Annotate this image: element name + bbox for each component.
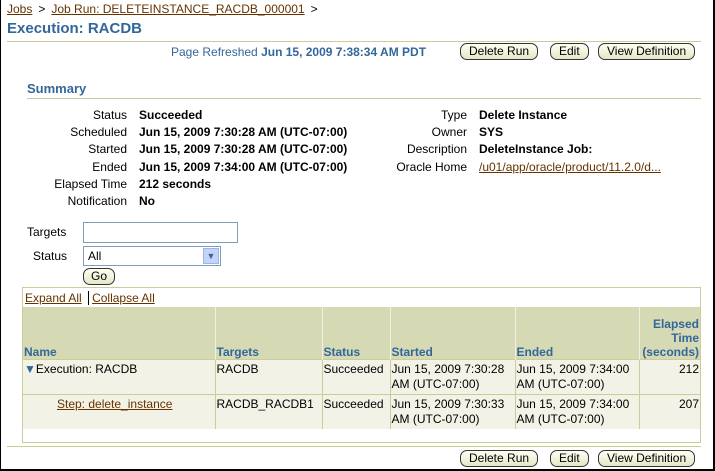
status-select-value: All	[88, 249, 102, 263]
summary-field: Elapsed Time 212 seconds	[7, 176, 211, 193]
summary-label: Scheduled	[70, 125, 127, 140]
summary-label: Owner	[431, 125, 467, 140]
cell-started: Jun 15, 2009 7:30:28 AM (UTC-07:00)	[390, 358, 516, 394]
cell-status: Succeeded	[322, 358, 391, 394]
breadcrumb-sep: >	[310, 2, 318, 16]
chevron-down-icon[interactable]: ▼	[203, 248, 219, 264]
delete-run-button[interactable]: Delete Run	[460, 450, 539, 467]
summary-heading: Summary	[27, 81, 87, 96]
summary-value: DeleteInstance Job:	[479, 142, 593, 157]
step-link[interactable]: Step: delete_instance	[57, 396, 173, 411]
refresh-label: Page Refreshed	[171, 45, 258, 59]
delete-run-button[interactable]: Delete Run	[460, 43, 539, 60]
page-refreshed: Page Refreshed Jun 15, 2009 7:38:34 AM P…	[171, 45, 426, 59]
summary-value: SYS	[479, 125, 504, 140]
table-row: Step: delete_instance RACDB_RACDB1 Succe…	[23, 393, 700, 429]
refresh-value: Jun 15, 2009 7:38:34 AM PDT	[261, 45, 427, 59]
cell-started: Jun 15, 2009 7:30:33 AM (UTC-07:00)	[390, 393, 516, 429]
cell-status: Succeeded	[322, 393, 391, 429]
col-elapsed: Elapsed Time (seconds)	[639, 307, 700, 359]
oracle-home-link[interactable]: /u01/app/oracle/product/11.2.0/d...	[479, 159, 661, 174]
targets-input[interactable]	[83, 222, 238, 243]
summary-field: Ended Jun 15, 2009 7:34:00 AM (UTC-07:00)	[7, 159, 347, 176]
summary-field: Started Jun 15, 2009 7:30:28 AM (UTC-07:0…	[7, 141, 347, 158]
status-select[interactable]: All ▼	[83, 246, 221, 266]
summary-field: Status Succeeded	[7, 107, 202, 124]
view-definition-button[interactable]: View Definition	[598, 450, 696, 467]
expand-collapse-bar: Expand All Collapse All	[25, 291, 155, 305]
cell-targets: RACDB_RACDB1	[215, 393, 323, 429]
summary-field: Notification No	[7, 193, 155, 210]
table-row: ▼Execution: RACDB RACDB Succeeded Jun 15…	[23, 358, 700, 394]
summary-label: Type	[440, 108, 467, 122]
summary-field: Oracle Home/u01/app/oracle/product/11.2.…	[347, 159, 661, 176]
summary-field: Type Delete Instance	[347, 107, 567, 124]
summary-field: Scheduled Jun 15, 2009 7:30:28 AM (UTC-07…	[7, 124, 347, 141]
summary-label: Oracle Home	[396, 159, 467, 174]
page-title: Execution: RACDB	[7, 20, 143, 37]
summary-label: Status	[92, 108, 127, 122]
breadcrumb: Jobs > Job Run: DELETEINSTANCE_RACDB_00000…	[7, 2, 324, 16]
summary-value: No	[139, 194, 155, 208]
divider	[27, 98, 701, 99]
col-name: Name	[23, 307, 216, 359]
summary-label: Description	[406, 142, 467, 157]
cell-ended: Jun 15, 2009 7:34:00 AM (UTC-07:00)	[515, 358, 640, 394]
summary-field: Description DeleteInstance Job:	[347, 141, 592, 158]
cell-elapsed: 207	[639, 393, 700, 429]
summary-label: Ended	[92, 159, 127, 174]
summary-label: Started	[88, 142, 127, 157]
collapse-all-link[interactable]: Collapse All	[92, 291, 155, 305]
summary-label: Elapsed Time	[54, 176, 127, 191]
summary-value: 212 seconds	[139, 176, 212, 191]
cell-targets: RACDB	[215, 358, 323, 394]
separator	[88, 291, 90, 305]
cell-ended: Jun 15, 2009 7:34:00 AM (UTC-07:00)	[515, 393, 640, 429]
summary-value: Delete Instance	[479, 108, 568, 122]
edit-button[interactable]: Edit	[550, 450, 589, 467]
col-ended: Ended	[515, 307, 640, 359]
summary-value: Succeeded	[139, 108, 203, 122]
breadcrumb-jobs[interactable]: Jobs	[7, 2, 33, 16]
col-targets: Targets	[215, 307, 323, 359]
col-started: Started	[390, 307, 516, 359]
execution-name: Execution: RACDB	[35, 361, 138, 376]
summary-value: Jun 15, 2009 7:30:28 AM (UTC-07:00)	[139, 125, 348, 140]
cell-name: ▼Execution: RACDB	[23, 358, 216, 394]
breadcrumb-job-run[interactable]: Job Run: DELETEINSTANCE_RACDB_000001	[51, 2, 305, 16]
summary-field: Owner SYS	[347, 124, 503, 141]
cell-name: Step: delete_instance	[23, 393, 216, 429]
summary-value: Jun 15, 2009 7:34:00 AM (UTC-07:00)	[139, 159, 348, 174]
breadcrumb-sep: >	[38, 2, 46, 16]
divider	[7, 446, 701, 447]
cell-elapsed: 212	[639, 358, 700, 394]
summary-label: Notification	[67, 194, 127, 208]
status-label: Status	[33, 249, 68, 263]
edit-button[interactable]: Edit	[550, 43, 589, 60]
col-status: Status	[322, 307, 391, 359]
go-button[interactable]: Go	[83, 268, 116, 285]
summary-value: Jun 15, 2009 7:30:28 AM (UTC-07:00)	[139, 142, 348, 157]
view-definition-button[interactable]: View Definition	[598, 43, 696, 60]
collapse-triangle-icon[interactable]: ▼	[24, 361, 36, 376]
expand-all-link[interactable]: Expand All	[25, 291, 82, 305]
targets-label: Targets	[27, 225, 67, 239]
divider	[7, 41, 701, 42]
executions-table: Expand All Collapse All Name Targets Sta…	[22, 287, 701, 443]
